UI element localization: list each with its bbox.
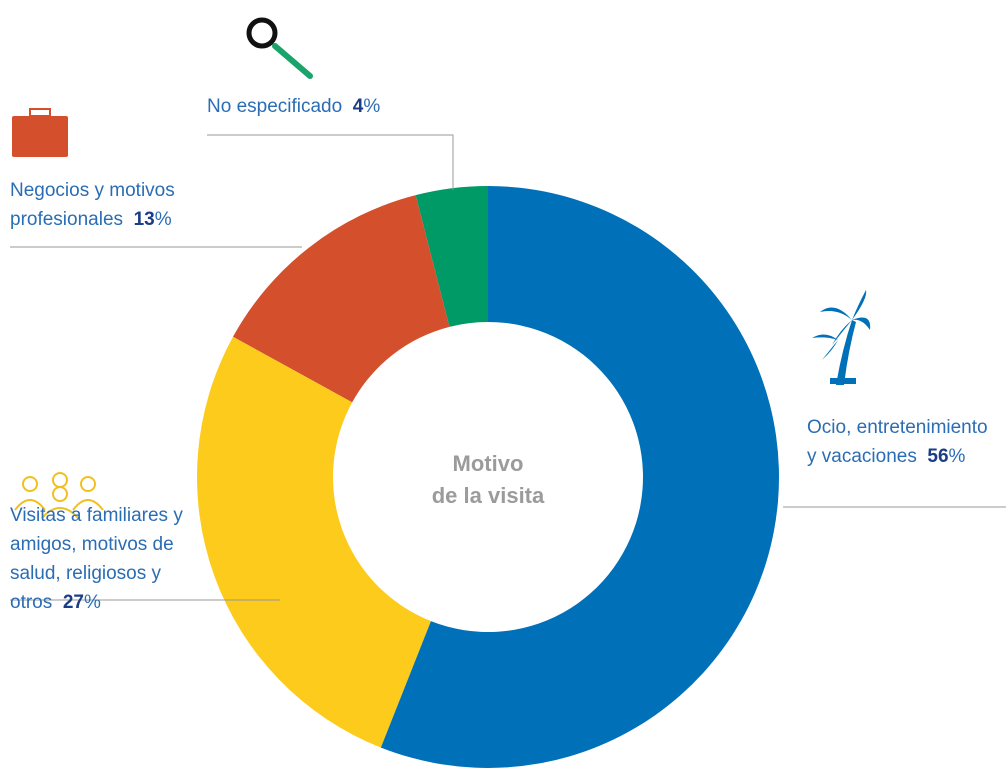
- icon-palms: [812, 290, 871, 385]
- icon-briefcase: [12, 108, 68, 157]
- slice: [232, 195, 450, 403]
- icon-people: [14, 472, 104, 519]
- value-number: 27: [62, 592, 84, 613]
- slice-label: Negocios y motivos profesionales 13%: [10, 176, 220, 234]
- slice-label: No especificado 4%: [207, 92, 380, 121]
- value-number: 13: [133, 209, 155, 230]
- value-label: 4%: [352, 96, 381, 117]
- category-label: Ocio, entretenimiento y vacaciones: [807, 417, 988, 467]
- value-label: 27%: [62, 592, 101, 613]
- category-label: Visitas a familiares y amigos, motivos d…: [10, 505, 183, 613]
- value-label: 56%: [927, 446, 966, 467]
- slice-label: Visitas a familiares y amigos, motivos d…: [10, 501, 212, 617]
- center-label: Motivo de la visita: [388, 448, 588, 512]
- value-number: 4: [352, 96, 364, 117]
- leader-lines: [10, 134, 1006, 601]
- category-label: Negocios y motivos profesionales: [10, 180, 175, 230]
- value-label: 13%: [133, 209, 172, 230]
- icon-magnifier: [246, 17, 313, 79]
- slice: [415, 186, 488, 327]
- slice-label: Ocio, entretenimiento y vacaciones 56%: [807, 413, 992, 471]
- slice: [197, 336, 431, 748]
- center-line: de la visita: [431, 483, 545, 508]
- category-label: No especificado: [207, 96, 343, 117]
- leader-line: [207, 134, 454, 190]
- center-line: Motivo: [452, 451, 524, 476]
- slice: [380, 186, 780, 768]
- value-number: 56: [927, 446, 949, 467]
